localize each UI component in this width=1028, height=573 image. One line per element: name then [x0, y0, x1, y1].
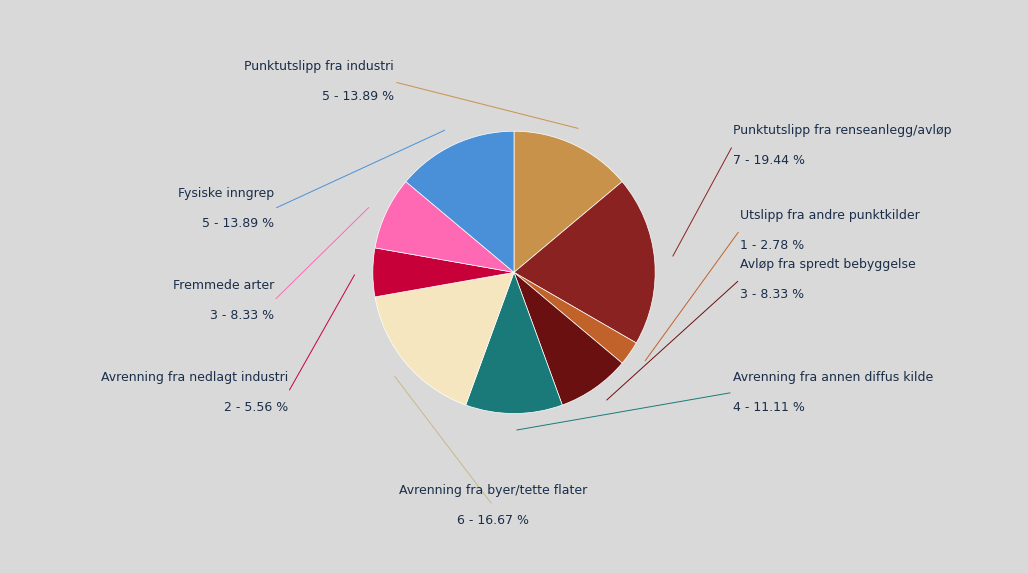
Wedge shape — [373, 248, 514, 297]
Wedge shape — [514, 272, 636, 363]
Wedge shape — [375, 272, 514, 405]
Wedge shape — [514, 182, 655, 343]
Text: Fremmede arter: Fremmede arter — [173, 279, 274, 292]
Text: 3 - 8.33 %: 3 - 8.33 % — [210, 309, 274, 322]
Text: 1 - 2.78 %: 1 - 2.78 % — [740, 238, 804, 252]
Text: 5 - 13.89 %: 5 - 13.89 % — [322, 91, 394, 103]
Text: 4 - 11.11 %: 4 - 11.11 % — [733, 401, 805, 414]
Text: Avrenning fra annen diffus kilde: Avrenning fra annen diffus kilde — [733, 371, 933, 384]
Wedge shape — [406, 131, 514, 272]
Text: Avrenning fra byer/tette flater: Avrenning fra byer/tette flater — [399, 484, 587, 497]
Wedge shape — [514, 272, 622, 405]
Text: 5 - 13.89 %: 5 - 13.89 % — [201, 217, 274, 230]
Text: Utslipp fra andre punktkilder: Utslipp fra andre punktkilder — [740, 209, 920, 222]
Text: Punktutslipp fra renseanlegg/avløp: Punktutslipp fra renseanlegg/avløp — [733, 124, 951, 137]
Text: Avløp fra spredt bebyggelse: Avløp fra spredt bebyggelse — [740, 258, 916, 271]
Text: 2 - 5.56 %: 2 - 5.56 % — [224, 401, 288, 414]
Text: Avrenning fra nedlagt industri: Avrenning fra nedlagt industri — [101, 371, 288, 384]
Text: Fysiske inngrep: Fysiske inngrep — [178, 187, 274, 201]
Wedge shape — [466, 272, 562, 414]
Text: 3 - 8.33 %: 3 - 8.33 % — [740, 288, 804, 301]
Wedge shape — [375, 182, 514, 272]
Text: 6 - 16.67 %: 6 - 16.67 % — [456, 514, 528, 527]
Wedge shape — [514, 131, 622, 272]
Text: 7 - 19.44 %: 7 - 19.44 % — [733, 154, 805, 167]
Text: Punktutslipp fra industri: Punktutslipp fra industri — [245, 60, 394, 73]
